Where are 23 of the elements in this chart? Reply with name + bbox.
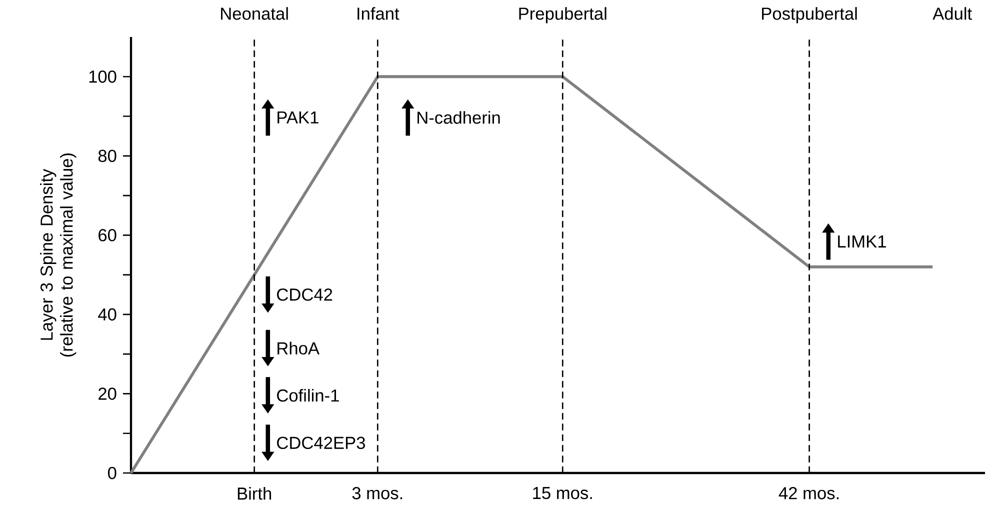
ref-line-label: Infant — [358, 7, 400, 20]
annotation: CDC42EP3 — [277, 436, 365, 450]
annotation: N-cadherin — [418, 111, 500, 124]
y-tick-label: 0 — [108, 466, 116, 480]
x-tick-label: 15 mos. — [533, 487, 592, 500]
annotation: CDC42 — [277, 288, 332, 301]
annotation: PAK1 — [278, 112, 318, 124]
y-tick-label: 60 — [98, 229, 116, 242]
annotation: LIMK1 — [838, 236, 886, 248]
y-tick-label: 40 — [98, 308, 116, 321]
ref-line-label: Neonatal — [221, 7, 288, 20]
y-tick-label: 100 — [89, 70, 116, 83]
ref-line-label: Prepubertal — [519, 7, 606, 24]
y-axis-title: Layer 3 Spine Density (relative to maximal value) — [40, 154, 76, 357]
text: Adult — [932, 7, 972, 20]
annotation: RhoA — [278, 342, 320, 355]
ref-line-label: Postpubertal — [762, 7, 857, 24]
x-tick-label: Birth — [238, 487, 272, 500]
x-tick-label: 3 mos. — [352, 487, 402, 500]
y-tick-label: 20 — [98, 388, 116, 400]
y-tick-label: 80 — [98, 150, 116, 162]
annotation: Cofilin-1 — [277, 388, 339, 402]
x-tick-label: 42 mos. — [778, 487, 839, 500]
